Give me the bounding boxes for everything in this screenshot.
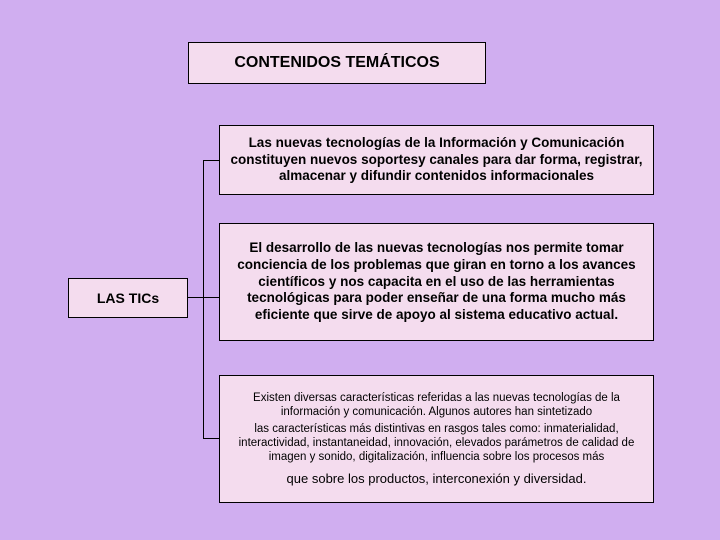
side-label-box: LAS TICs xyxy=(68,278,188,318)
content-box-3: Existen diversas características referid… xyxy=(219,375,654,503)
content-box-1-text: Las nuevas tecnologías de la Información… xyxy=(230,135,643,186)
connector-vertical xyxy=(203,160,204,439)
connector-to-box1 xyxy=(203,160,219,161)
side-label-text: LAS TICs xyxy=(97,290,159,306)
content-box-3-line3: que sobre los productos, interconexión y… xyxy=(287,471,587,487)
content-box-1: Las nuevas tecnologías de la Información… xyxy=(219,125,654,195)
content-box-2: El desarrollo de las nuevas tecnologías … xyxy=(219,223,654,341)
title-box: CONTENIDOS TEMÁTICOS xyxy=(188,42,486,84)
connector-to-box3 xyxy=(203,438,219,439)
content-box-3-line1: Existen diversas características referid… xyxy=(232,391,641,420)
content-box-2-text: El desarrollo de las nuevas tecnologías … xyxy=(232,240,641,324)
content-box-3-line2: las características más distintivas en r… xyxy=(232,422,641,465)
title-text: CONTENIDOS TEMÁTICOS xyxy=(234,53,439,74)
